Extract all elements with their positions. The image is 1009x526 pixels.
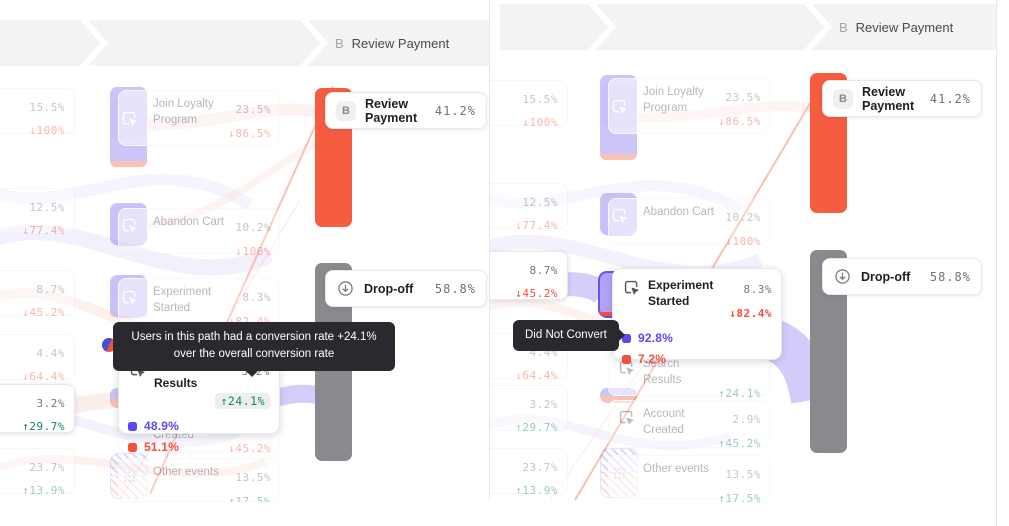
node-card-experiment-started[interactable]: Experiment Started 8.3% ↓82.4%	[118, 278, 280, 328]
node-bar-abandon-cart[interactable]	[110, 203, 147, 245]
split-row-path-b: 51.1%	[128, 440, 270, 454]
bar-dropoff-sliver	[110, 312, 147, 317]
node-card-join-loyalty[interactable]: Join Loyalty Program 23.5% ↓86.5%	[608, 78, 770, 134]
path-node-card[interactable]: Cart 15.5% ↓100%	[0, 88, 75, 137]
stage-chevron-a[interactable]	[0, 20, 100, 66]
node-card-account-created[interactable]: Account Created 2.9% ↑45.2%	[608, 400, 770, 450]
other-events-chip[interactable]	[600, 448, 638, 498]
node-bar-experiment-started[interactable]	[110, 275, 147, 317]
path-node-card-hovered[interactable]: ults 3.2% ↑29.7%	[0, 384, 75, 433]
event-icon	[624, 280, 639, 295]
conversion-rate-tooltip: Users in this path had a conversion rate…	[113, 322, 395, 376]
path-b-swatch	[622, 354, 631, 364]
event-icon-chip[interactable]	[601, 85, 637, 127]
right-edge-divider	[996, 0, 997, 526]
path-node-card[interactable]: 12.5% ↓77.4%	[0, 188, 75, 237]
bar-dropoff-sliver	[600, 154, 637, 160]
path-node-card[interactable]: s 23.7% ↑13.9%	[490, 448, 568, 497]
path-node-card[interactable]: y 8.7% ↓45.2%	[0, 270, 75, 319]
stage-chevron-mid[interactable]	[596, 4, 824, 50]
did-not-convert-tooltip: Did Not Convert	[513, 320, 625, 352]
converted-card[interactable]: B Review Payment 41.2%	[325, 92, 487, 129]
event-icon	[619, 410, 634, 425]
conversion-delta-highlight: ↑24.1%	[215, 393, 270, 410]
path-node-card[interactable]: ts 23.7% ↑13.9%	[0, 448, 75, 497]
path-split-marker	[102, 338, 116, 352]
event-icon-chip[interactable]	[601, 194, 637, 236]
other-events-chip[interactable]	[110, 453, 148, 499]
stage-chevron-review-payment[interactable]: B Review Payment	[812, 4, 996, 50]
stage-chevron-a[interactable]	[500, 4, 608, 50]
event-icon-chip[interactable]	[111, 97, 147, 139]
dropoff-icon	[338, 281, 353, 296]
dropoff-card[interactable]: Drop-off 58.8%	[822, 258, 982, 295]
bar-dropoff-sliver	[110, 161, 147, 167]
path-node-card[interactable]: ge 4.4% ↓64.4%	[0, 334, 75, 383]
split-row-path-a: 92.8%	[622, 331, 772, 345]
step-b-badge: B	[336, 100, 356, 121]
converted-card[interactable]: B Review Payment 41.2%	[822, 80, 982, 117]
event-icon-chip[interactable]	[111, 204, 147, 246]
node-card-abandon-cart[interactable]: Abandon Cart 10.2% ↓100%	[118, 208, 280, 258]
node-card-other-events[interactable]: Other events 13.5% ↑17.5%	[118, 458, 280, 502]
path-b-swatch	[128, 442, 137, 452]
node-card-other-events[interactable]: Other events 13.5% ↑17.5%	[608, 455, 770, 502]
node-bar-join-loyalty[interactable]	[110, 87, 147, 167]
panel-divider	[489, 0, 490, 500]
dropoff-icon	[835, 269, 850, 284]
split-row-path-a: 48.9%	[128, 419, 270, 433]
panel-did-not-convert-cohort: B Review Payment rt 15.5% ↓100% 12.5% ↓7…	[490, 0, 996, 502]
stage-label: Review Payment	[855, 19, 954, 35]
step-b-badge: B	[833, 88, 853, 109]
node-card-join-loyalty[interactable]: Join Loyalty Program 23.5% ↓86.5%	[118, 90, 280, 146]
panel-converted-cohort: B Review Payment Cart 15.5% ↓100% 12.5% …	[0, 0, 489, 502]
node-card-abandon-cart[interactable]: Abandon Cart 10.2% ↓100%	[608, 198, 770, 248]
path-a-swatch	[128, 421, 137, 431]
split-row-path-b: 7.2%	[622, 352, 772, 366]
node-card-experiment-started-hovered[interactable]: Experiment Started 8.3% ↓82.4% 92.8% 7.2…	[612, 268, 782, 366]
path-node-card[interactable]: Its 3.2% ↑29.7%	[490, 385, 568, 434]
event-icon-chip[interactable]	[111, 276, 147, 318]
stage-badge: B	[839, 19, 848, 35]
path-node-card-hovered[interactable]: 8.7% ↓45.2%	[490, 251, 568, 300]
stage-chevron-review-payment[interactable]: B Review Payment	[308, 20, 489, 66]
node-bar-join-loyalty[interactable]	[600, 75, 637, 160]
path-a-swatch	[622, 333, 631, 343]
dropoff-card[interactable]: Drop-off 58.8%	[325, 270, 487, 307]
path-node-card[interactable]: rt 15.5% ↓100%	[490, 80, 568, 129]
path-node-card[interactable]: 12.5% ↓77.4%	[490, 183, 568, 232]
stage-chevron-mid[interactable]	[88, 20, 320, 66]
stage-badge: B	[335, 35, 344, 51]
node-bar-abandon-cart[interactable]	[600, 193, 637, 235]
stage-label: Review Payment	[351, 35, 450, 51]
